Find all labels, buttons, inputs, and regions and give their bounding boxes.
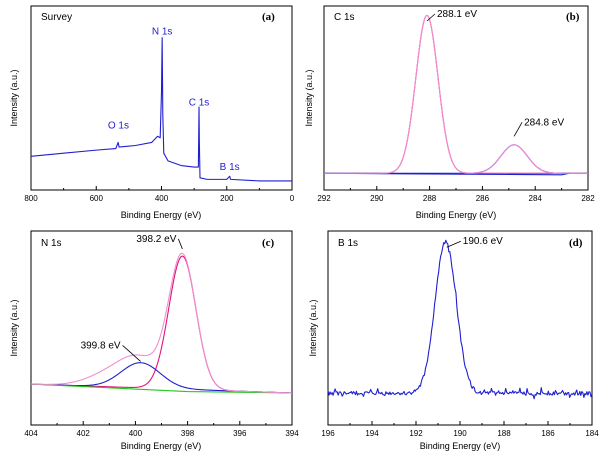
series-line — [324, 14, 588, 174]
y-axis-label: Intensity (a.u.) — [304, 69, 314, 126]
x-tick-label: 288 — [423, 194, 437, 203]
x-tick-label: 400 — [129, 429, 143, 438]
peak-annotation: 190.6 eV — [463, 236, 503, 247]
x-axis-label: Binding Energy (eV) — [420, 441, 501, 451]
x-tick-label: 184 — [585, 429, 599, 438]
panel-title: C 1s — [334, 12, 355, 23]
panel-label: (b) — [566, 11, 580, 23]
x-axis-label: Binding Energy (eV) — [121, 210, 202, 220]
series-line — [30, 362, 293, 394]
annotation-arrow — [513, 122, 523, 137]
panel-title: B 1s — [338, 238, 358, 249]
plot-frame — [323, 5, 589, 191]
panel-b-c1s: C 1s (b) Binding Energy (eV) Intensity (… — [304, 5, 595, 220]
series-line — [30, 252, 293, 394]
plot-frame — [30, 230, 293, 426]
annotation-arrow — [446, 240, 461, 248]
x-tick-label: 398 — [181, 429, 195, 438]
x-tick-label: 188 — [497, 429, 511, 438]
x-tick-label: 194 — [365, 429, 379, 438]
peak-annotation: 288.1 eV — [437, 9, 477, 20]
peak-annotation: 284.8 eV — [524, 117, 564, 128]
x-tick-label: 192 — [409, 429, 423, 438]
annotation-arrow — [122, 345, 141, 362]
y-axis-label: Intensity (a.u.) — [9, 69, 19, 126]
x-axis-label: Binding Energy (eV) — [416, 210, 497, 220]
series-line — [30, 255, 293, 394]
series-line — [324, 144, 588, 174]
x-tick-label: 600 — [90, 194, 104, 203]
series-line — [30, 37, 292, 182]
peak-label: N 1s — [152, 27, 173, 38]
x-tick-label: 200 — [220, 194, 234, 203]
x-tick-label: 190 — [453, 429, 467, 438]
series-line — [30, 383, 293, 394]
x-tick-label: 284 — [529, 194, 543, 203]
x-tick-label: 396 — [233, 429, 247, 438]
x-tick-label: 402 — [77, 429, 91, 438]
panel-title: Survey — [41, 12, 72, 23]
x-tick-label: 282 — [581, 194, 595, 203]
x-tick-label: 286 — [476, 194, 490, 203]
peak-label: O 1s — [108, 121, 129, 132]
panel-label: (d) — [569, 237, 583, 249]
y-axis-label: Intensity (a.u.) — [308, 299, 318, 356]
peak-label: B 1s — [220, 162, 240, 173]
x-tick-label: 800 — [24, 194, 38, 203]
panel-label: (a) — [262, 11, 275, 23]
y-axis-label: Intensity (a.u.) — [9, 299, 19, 356]
annotation-arrow — [426, 13, 436, 22]
panel-a-survey: Survey (a) Binding Energy (eV) Intensity… — [9, 5, 295, 220]
x-tick-label: 404 — [24, 429, 38, 438]
series-line — [324, 14, 588, 174]
panel-title: N 1s — [41, 238, 62, 249]
x-tick-label: 186 — [541, 429, 555, 438]
peak-annotation: 399.8 eV — [81, 340, 121, 351]
x-tick-label: 0 — [290, 194, 295, 203]
x-tick-label: 400 — [155, 194, 169, 203]
peak-label: C 1s — [189, 97, 210, 108]
panel-d-b1s: B 1s (d) Binding Energy (eV) Intensity (… — [308, 230, 599, 451]
panel-c-n1s: N 1s (c) Binding Energy (eV) Intensity (… — [9, 230, 299, 451]
series-line — [327, 239, 593, 400]
x-tick-label: 292 — [317, 194, 331, 203]
x-tick-label: 394 — [285, 429, 299, 438]
x-tick-label: 196 — [321, 429, 335, 438]
x-tick-label: 290 — [370, 194, 384, 203]
annotation-arrow — [178, 238, 183, 250]
peak-annotation: 398.2 eV — [136, 234, 176, 245]
x-axis-label: Binding Energy (eV) — [121, 441, 202, 451]
panel-label: (c) — [262, 237, 275, 249]
